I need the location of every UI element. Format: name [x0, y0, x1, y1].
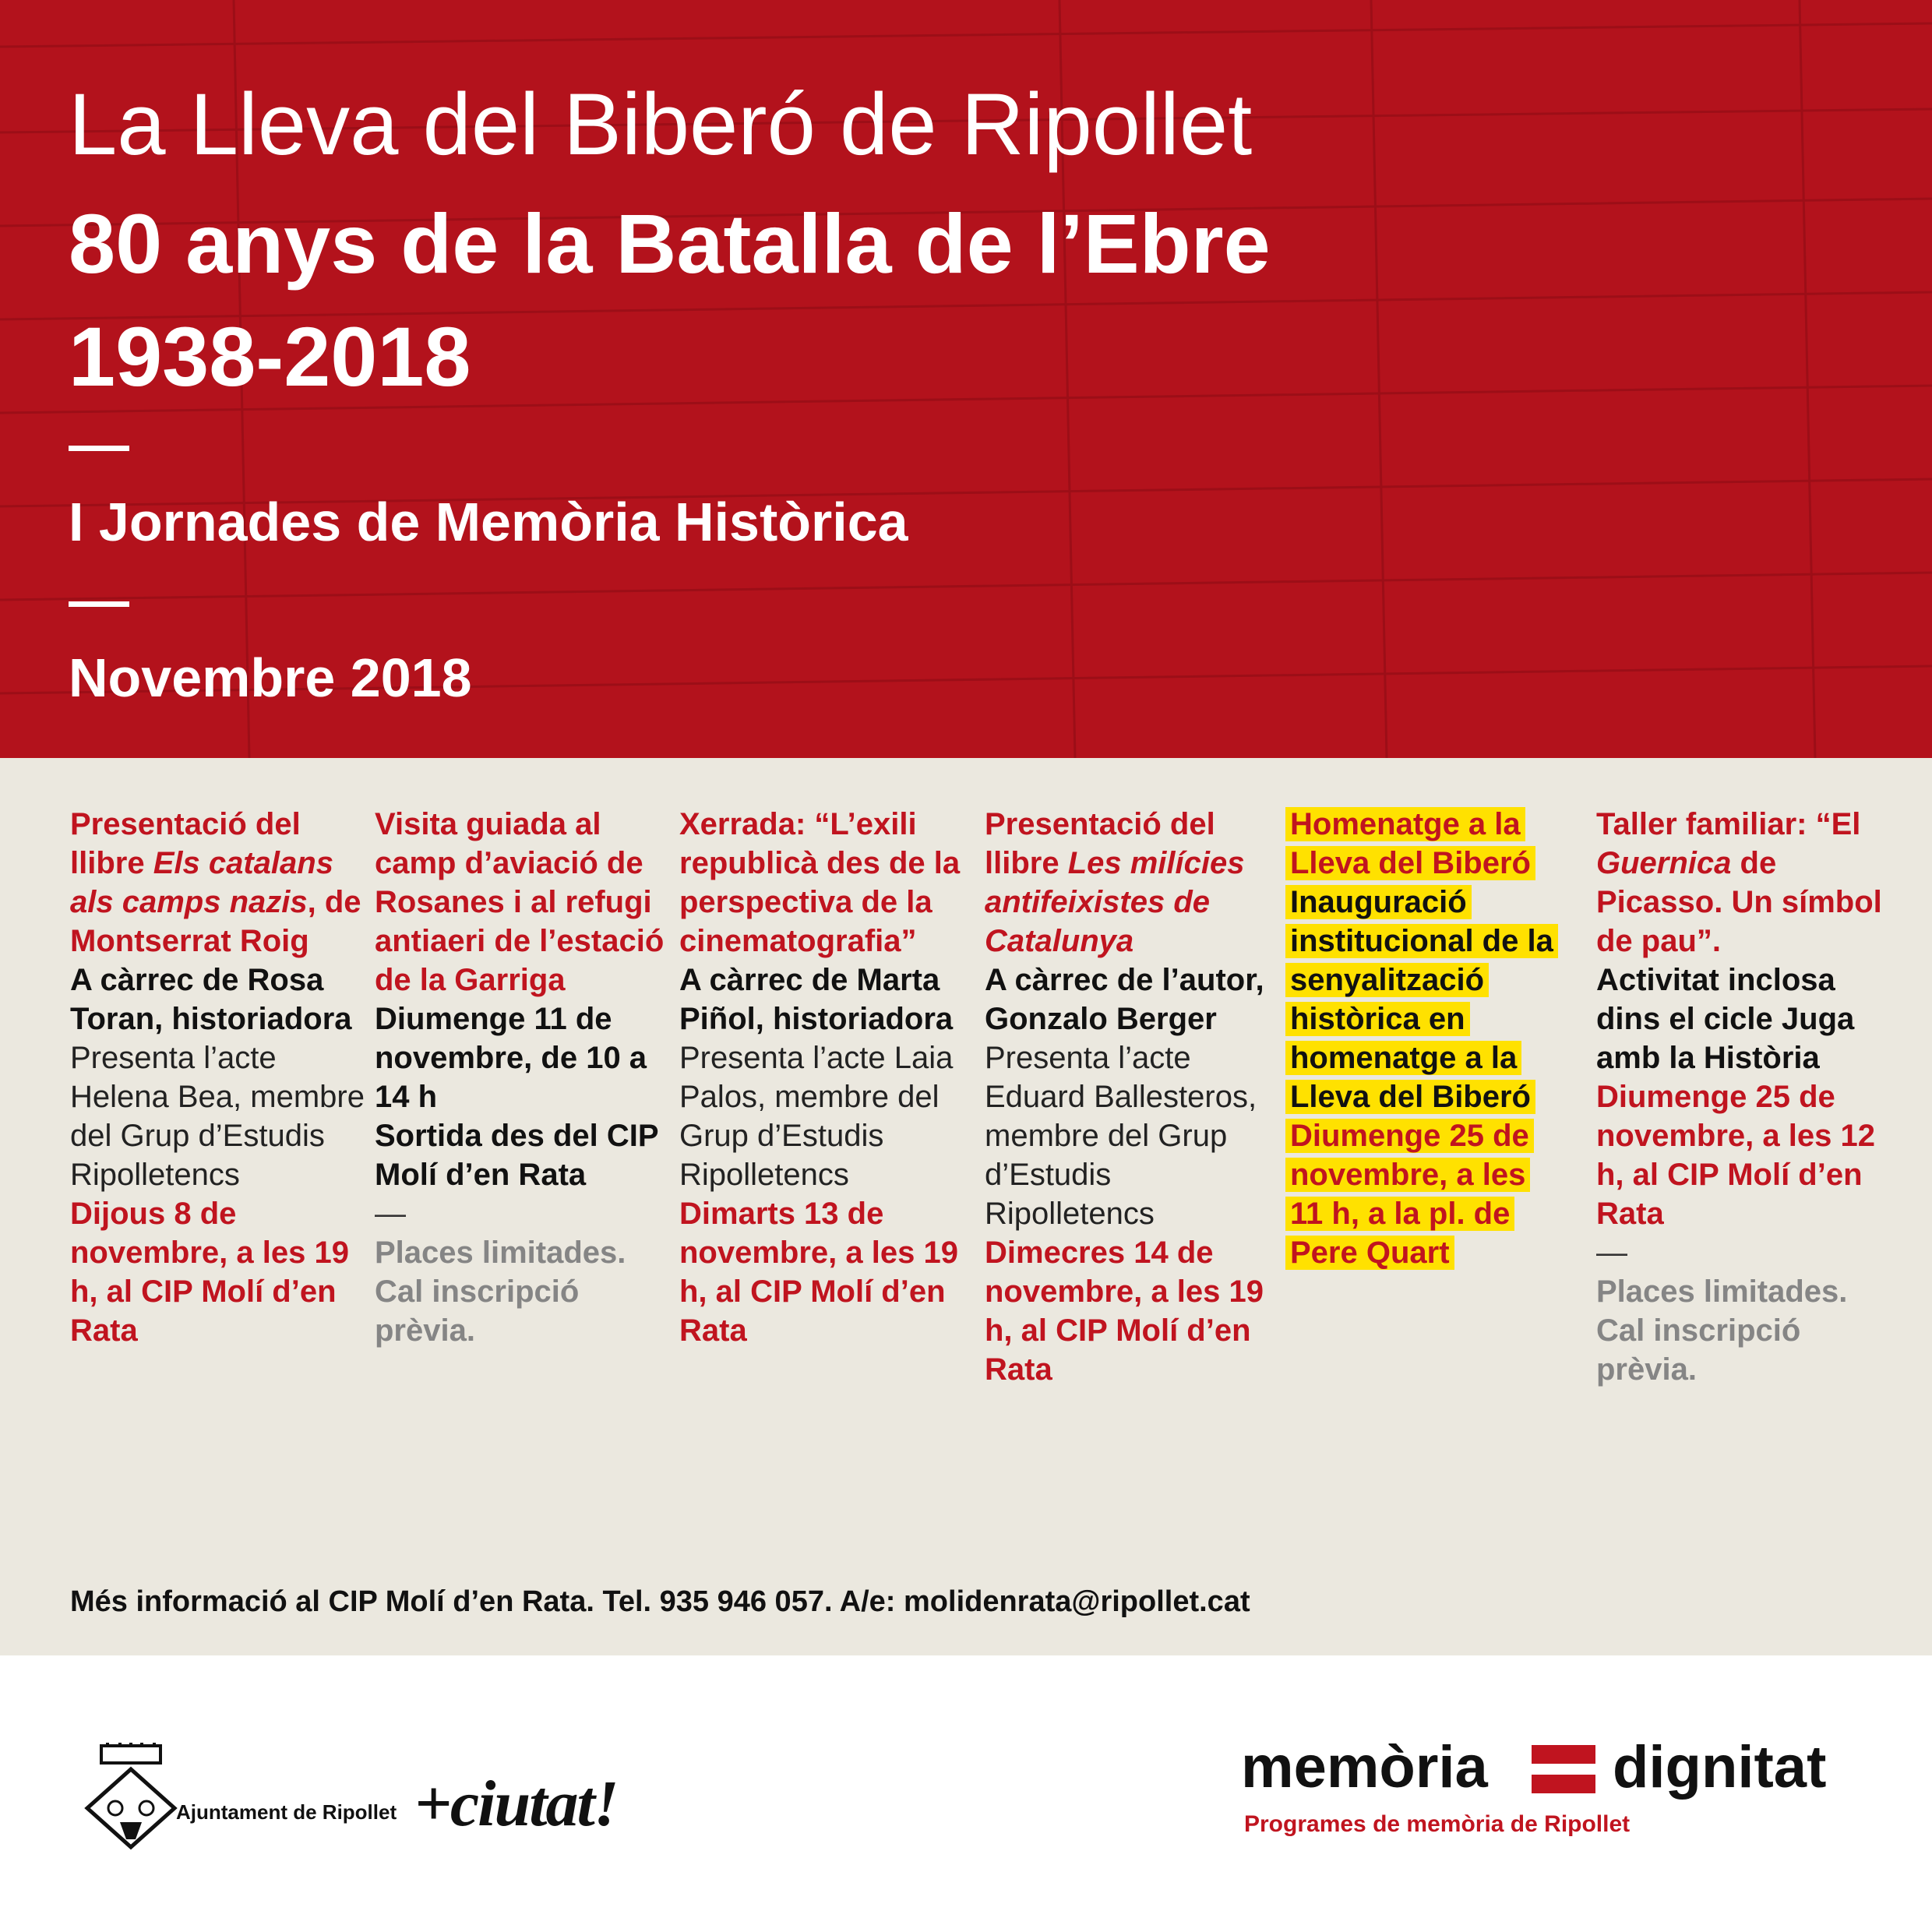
event-date: Novembre 2018 [69, 647, 472, 708]
separator: — [1596, 1236, 1627, 1270]
when: Dimecres 14 de novembre, a les 19 h, al … [985, 1236, 1264, 1387]
document-texture [0, 0, 1932, 758]
event-column: Presentació del llibre Les milícies anti… [985, 805, 1281, 1389]
note: Places limitades. Cal inscripció prèvia. [1596, 1274, 1848, 1387]
note: Places limitades. Cal inscripció prèvia. [375, 1236, 626, 1348]
title: La Lleva del Biberó de Ripollet [69, 76, 1253, 173]
text: Inauguració institucional de la senyalit… [1285, 885, 1558, 1114]
speaker: A càrrec de Rosa Toran, historiadora [70, 963, 352, 1036]
meeting-point: Sortida des del CIP Molí d’en Rata [375, 1119, 658, 1192]
event-heading: Presentació del llibre Les milícies anti… [985, 805, 1281, 961]
speaker: A càrrec de l’autor, Gonzalo Berger [985, 963, 1264, 1036]
when: Diumenge 25 de novembre, a les 12 h, al … [1596, 1080, 1875, 1231]
text: Visita guiada al camp d’aviació de Rosan… [375, 807, 665, 997]
event-column: Visita guiada al camp d’aviació de Rosan… [375, 805, 671, 1350]
event-heading: Xerrada: “L’exili republicà des de la pe… [679, 805, 975, 961]
slogan: +ciutat! [414, 1768, 619, 1840]
header-banner: La Lleva del Biberó de Ripollet 80 anys … [0, 0, 1932, 758]
text: Taller familiar: “El [1596, 807, 1861, 841]
description: Activitat inclosa dins el cicle Juga amb… [1596, 963, 1855, 1075]
years: 1938-2018 [69, 309, 471, 404]
event-heading: Visita guiada al camp d’aviació de Rosan… [375, 805, 671, 999]
divider [69, 601, 129, 607]
event-heading: Taller familiar: “El Guernica de Picasso… [1596, 805, 1892, 961]
text: Xerrada: “L’exili republicà des de la pe… [679, 807, 961, 958]
text: de Picasso. Un símbol de pau”. [1596, 846, 1882, 958]
event-column: Taller familiar: “El Guernica de Picasso… [1596, 805, 1892, 1389]
contact-info: Més informació al CIP Molí d’en Rata. Te… [70, 1585, 1250, 1618]
coat-of-arms [84, 1743, 178, 1850]
speaker: A càrrec de Marta Piñol, historiadora [679, 963, 954, 1036]
text: Homenatge a la Lleva del Biberó [1285, 807, 1535, 880]
subtitle: 80 anys de la Batalla de l’Ebre [69, 196, 1271, 291]
when: Diumenge 25 de novembre, a les 11 h, a l… [1285, 1116, 1563, 1272]
event-name: I Jornades de Memòria Històrica [69, 492, 908, 552]
presenter: Presenta l’acte Helena Bea, membre del G… [70, 1041, 365, 1192]
event-column: Presentació del llibre Els catalans als … [70, 805, 366, 1350]
event-column: Xerrada: “L’exili republicà des de la pe… [679, 805, 975, 1350]
artwork-title: Guernica [1596, 846, 1732, 880]
separator: — [375, 1197, 406, 1231]
when: Diumenge 11 de novembre, de 10 a 14 h [375, 1002, 647, 1114]
text: , de Montserrat Roig [70, 885, 361, 958]
equals-sign [1532, 1745, 1595, 1793]
event-heading: Presentació del llibre Els catalans als … [70, 805, 366, 961]
presenter: Presenta l’acte Eduard Ballesteros, memb… [985, 1041, 1257, 1231]
council-name: Ajuntament de Ripollet [176, 1800, 397, 1824]
footer: Ajuntament de Ripollet +ciutat! memòria … [0, 1655, 1932, 1932]
event-heading: Homenatge a la Lleva del Biberó [1285, 805, 1563, 883]
book-title: Les milícies antifeixistes de Catalunya [985, 846, 1245, 958]
book-title: Els catalans als camps nazis [70, 846, 333, 919]
brand-right: dignitat [1613, 1734, 1827, 1800]
description: Inauguració institucional de la senyalit… [1285, 883, 1563, 1116]
event-column: Homenatge a la Lleva del Biberó Inaugura… [1285, 805, 1563, 1272]
when: Dimarts 13 de novembre, a les 19 h, al C… [679, 1197, 958, 1348]
text: Presentació del llibre [985, 807, 1215, 880]
text: Presentació del llibre [70, 807, 301, 880]
presenter: Presenta l’acte Laia Palos, membre del G… [679, 1041, 954, 1192]
when: Dijous 8 de novembre, a les 19 h, al CIP… [70, 1197, 349, 1348]
brand-left: memòria [1241, 1734, 1488, 1800]
divider [69, 446, 129, 451]
brand-tagline: Programes de memòria de Ripollet [1244, 1811, 1631, 1837]
program: Presentació del llibre Els catalans als … [0, 758, 1932, 1655]
text: Diumenge 25 de novembre, a les 11 h, a l… [1285, 1119, 1534, 1270]
